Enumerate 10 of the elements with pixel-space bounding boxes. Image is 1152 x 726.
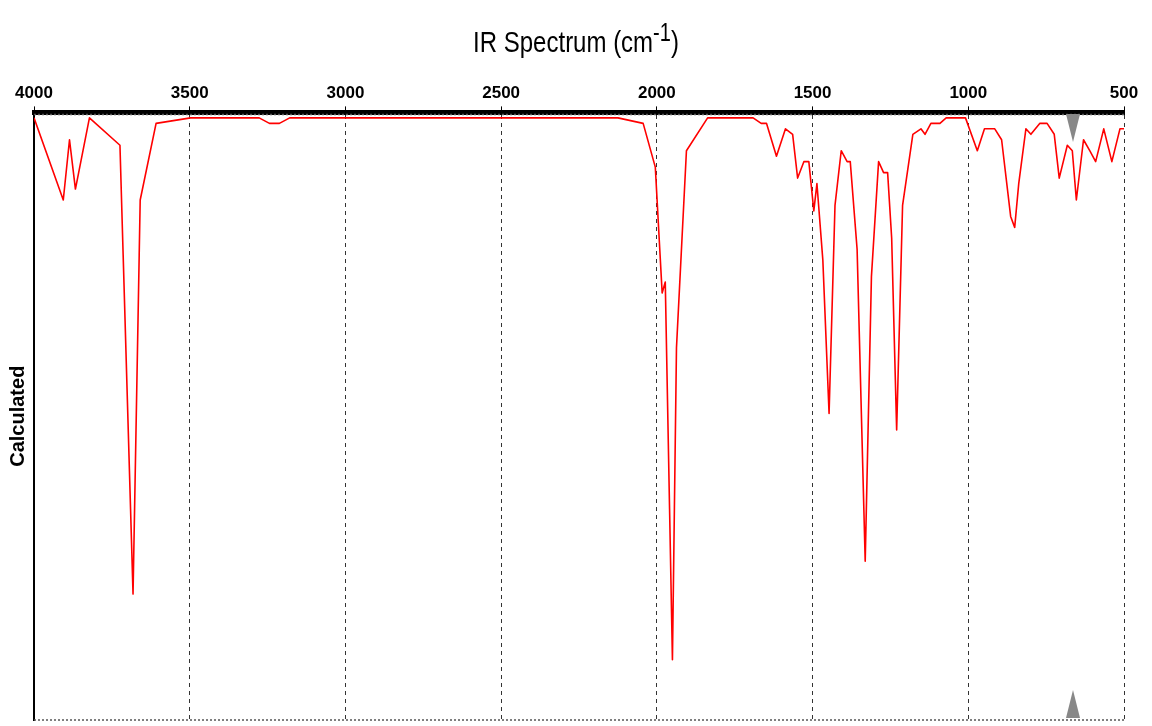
x-tick-label: 2500	[482, 82, 521, 102]
x-tick-label: 2000	[637, 82, 676, 102]
x-tick-label: 3000	[326, 82, 365, 102]
x-tick-label: 500	[1109, 82, 1139, 102]
x-tick-label: 1000	[949, 82, 988, 102]
x-tick-label: 1500	[793, 82, 832, 102]
y-axis-title: Calculated	[5, 365, 28, 467]
x-tick-label: 4000	[15, 82, 53, 102]
chart-title: IR Spectrum (cm$^{-1}$)	[472, 18, 680, 59]
x-tick-label: 3500	[170, 82, 209, 102]
